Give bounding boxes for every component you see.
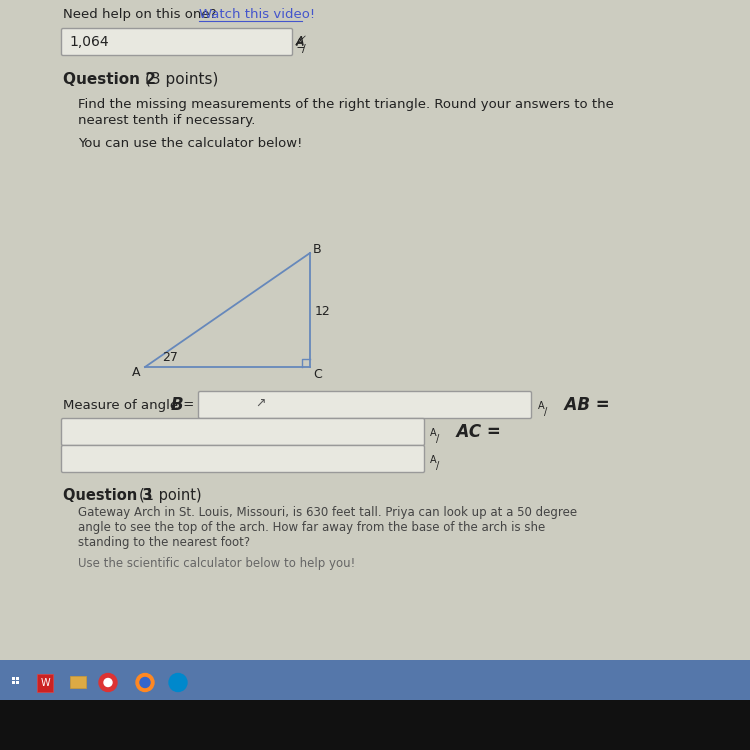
Bar xyxy=(0,700,750,750)
Text: A: A xyxy=(430,428,436,438)
Bar xyxy=(16,676,19,680)
Text: Gateway Arch in St. Louis, Missouri, is 630 feet tall. Priya can look up at a 50: Gateway Arch in St. Louis, Missouri, is … xyxy=(78,506,578,519)
Text: Need help on this one?: Need help on this one? xyxy=(63,8,220,21)
FancyBboxPatch shape xyxy=(62,28,292,56)
Text: AB =: AB = xyxy=(553,396,610,414)
Text: (3 points): (3 points) xyxy=(145,72,218,87)
Text: 12: 12 xyxy=(315,305,331,318)
Text: Use the scientific calculator below to help you!: Use the scientific calculator below to h… xyxy=(78,557,356,570)
Text: A: A xyxy=(296,38,304,48)
Text: A: A xyxy=(430,455,436,465)
Text: Question 2: Question 2 xyxy=(63,72,161,87)
Text: nearest tenth if necessary.: nearest tenth if necessary. xyxy=(78,114,255,127)
Text: =: = xyxy=(179,398,194,412)
Bar xyxy=(0,660,750,705)
Circle shape xyxy=(140,677,150,688)
Bar xyxy=(12,676,15,680)
Text: AC =: AC = xyxy=(445,423,501,441)
Text: B: B xyxy=(313,243,322,256)
Text: /: / xyxy=(436,434,439,444)
FancyBboxPatch shape xyxy=(199,392,532,418)
Circle shape xyxy=(169,674,187,692)
Circle shape xyxy=(136,674,154,692)
Text: Find the missing measurements of the right triangle. Round your answers to the: Find the missing measurements of the rig… xyxy=(78,98,614,111)
Text: ↗: ↗ xyxy=(255,397,266,410)
Text: angle to see the top of the arch. How far away from the base of the arch is she: angle to see the top of the arch. How fa… xyxy=(78,521,545,534)
Bar xyxy=(16,680,19,683)
Bar xyxy=(70,676,86,688)
Text: B: B xyxy=(171,396,184,414)
Text: 27: 27 xyxy=(162,351,178,364)
Circle shape xyxy=(99,674,117,692)
Text: Measure of angle: Measure of angle xyxy=(63,398,182,412)
Text: /: / xyxy=(302,44,306,54)
Bar xyxy=(12,680,15,683)
Text: W: W xyxy=(40,677,50,688)
Circle shape xyxy=(104,679,112,686)
Text: (1 point): (1 point) xyxy=(139,488,202,503)
FancyBboxPatch shape xyxy=(62,446,424,472)
Text: A: A xyxy=(132,366,140,379)
Text: A: A xyxy=(538,401,544,411)
Text: Watch this video!: Watch this video! xyxy=(199,8,315,21)
Text: /: / xyxy=(436,461,439,471)
Text: 1,064: 1,064 xyxy=(69,35,109,49)
Text: /: / xyxy=(544,407,548,417)
FancyBboxPatch shape xyxy=(62,419,424,446)
Text: A̸̲: A̸̲ xyxy=(297,35,305,49)
Text: You can use the calculator below!: You can use the calculator below! xyxy=(78,137,302,150)
Text: standing to the nearest foot?: standing to the nearest foot? xyxy=(78,536,250,549)
Text: Question 3: Question 3 xyxy=(63,488,158,503)
Bar xyxy=(37,674,53,692)
Text: C: C xyxy=(313,368,322,381)
